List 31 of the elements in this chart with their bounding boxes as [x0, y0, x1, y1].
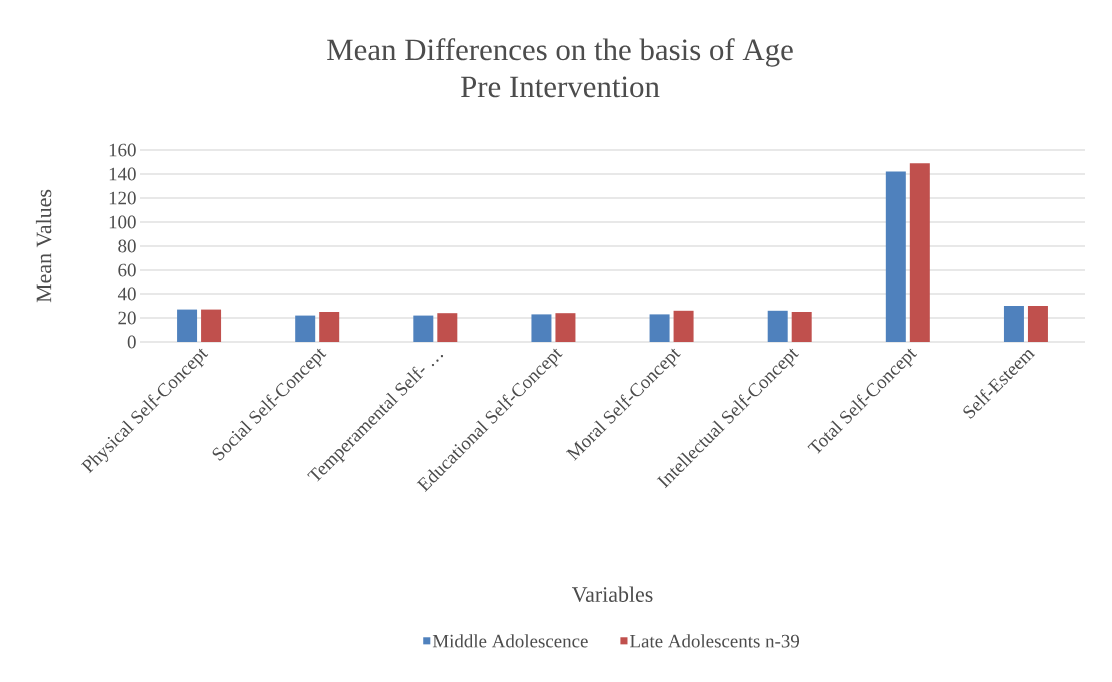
legend-label: Middle Adolescence: [432, 634, 588, 648]
bar: [201, 309, 222, 342]
y-tick-label: 140: [109, 167, 136, 181]
y-tick-label: 100: [109, 215, 136, 229]
x-axis-title: Variables: [571, 586, 653, 602]
y-tick-label: 160: [109, 143, 136, 157]
y-tick-label: 120: [109, 191, 136, 205]
bar: [791, 311, 812, 342]
bar: [177, 309, 198, 342]
bar: [555, 313, 576, 342]
bar: [767, 310, 788, 342]
bar: [1027, 305, 1048, 342]
chart-subtitle: Pre Intervention: [460, 76, 660, 98]
bar: [885, 171, 906, 342]
bar: [673, 310, 694, 342]
y-tick-label: 40: [117, 287, 136, 301]
y-tick-label: 80: [118, 239, 136, 253]
bar: [437, 313, 458, 342]
y-tick-label: 20: [118, 311, 136, 325]
y-tick-label: 0: [127, 335, 136, 349]
bar: [295, 315, 316, 342]
bar: [413, 315, 434, 342]
bar: [649, 314, 670, 342]
bar: [909, 163, 930, 342]
bar: [531, 314, 552, 342]
legend-label: Late Adolescents n-39: [630, 634, 800, 648]
bar: [319, 311, 340, 342]
y-axis-title: Mean Values: [35, 189, 52, 303]
y-tick-label: 60: [118, 263, 136, 277]
chart-title: Mean Differences on the basis of Age: [327, 38, 793, 67]
bar: [1003, 305, 1024, 342]
